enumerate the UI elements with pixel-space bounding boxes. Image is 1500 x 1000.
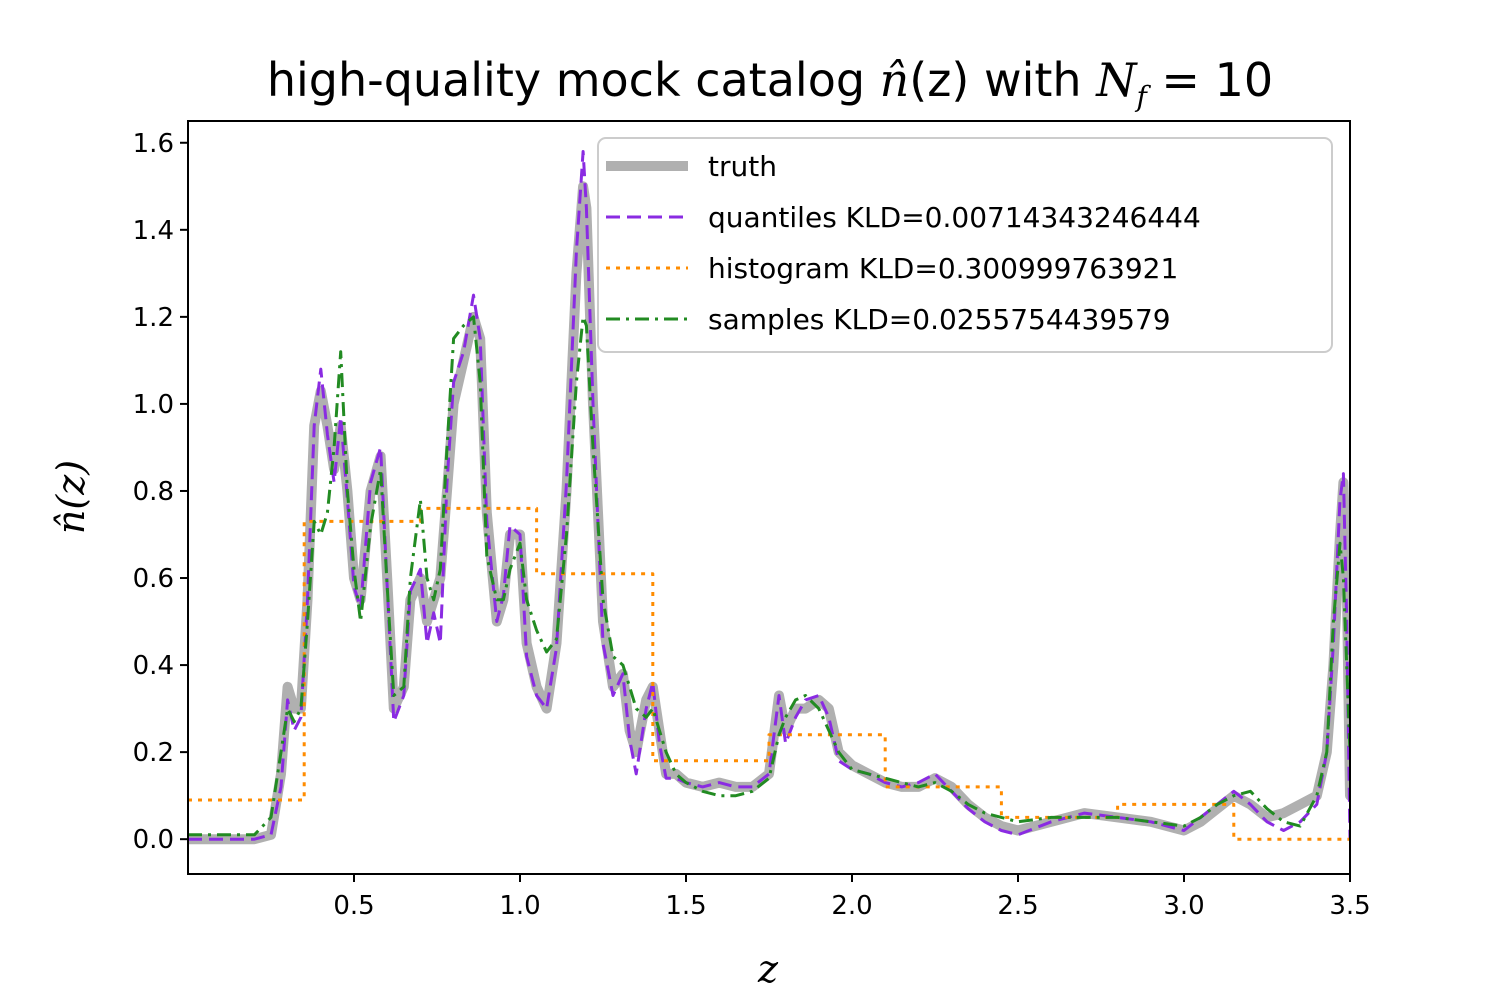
y-axis-label: n̂(z) bbox=[49, 460, 93, 534]
x-tick-label: 3.0 bbox=[1163, 891, 1204, 921]
x-tick-label: 2.5 bbox=[997, 891, 1038, 921]
title-middle: with bbox=[969, 53, 1096, 107]
y-tick-label: 0.0 bbox=[133, 825, 174, 855]
y-tick-label: 1.4 bbox=[133, 216, 174, 246]
y-tick-label: 1.0 bbox=[133, 390, 174, 420]
chart-title: high-quality mock catalog n̂(z) with Nf … bbox=[267, 53, 1273, 113]
x-tick-label: 2.0 bbox=[831, 891, 872, 921]
title-value: 10 bbox=[1215, 53, 1274, 107]
title-nhat: n̂ bbox=[880, 53, 910, 107]
y-tick-label: 0.4 bbox=[133, 651, 174, 681]
title-arg: (z) bbox=[909, 53, 969, 107]
y-tick-label: 0.2 bbox=[133, 738, 174, 768]
legend-label-truth: truth bbox=[708, 150, 777, 183]
legend-label-quantiles: quantiles KLD=0.00714343246444 bbox=[708, 201, 1201, 234]
x-tick-label: 0.5 bbox=[333, 891, 374, 921]
x-tick-label: 1.5 bbox=[665, 891, 706, 921]
y-tick-label: 1.6 bbox=[133, 129, 174, 159]
y-tick-label: 1.2 bbox=[133, 303, 174, 333]
title-n: N bbox=[1095, 53, 1138, 107]
x-tick-label: 3.5 bbox=[1329, 891, 1370, 921]
y-tick-label: 0.6 bbox=[133, 564, 174, 594]
legend-label-samples: samples KLD=0.0255754439579 bbox=[708, 303, 1171, 336]
title-prefix: high-quality mock catalog bbox=[267, 53, 880, 107]
y-tick-label: 0.8 bbox=[133, 477, 174, 507]
legend-label-histogram: histogram KLD=0.300999763921 bbox=[708, 252, 1178, 285]
x-tick-label: 1.0 bbox=[499, 891, 540, 921]
legend: truth quantiles KLD=0.00714343246444 histo… bbox=[598, 138, 1332, 352]
x-axis-label: z bbox=[757, 947, 779, 991]
title-equals: = bbox=[1147, 53, 1215, 107]
